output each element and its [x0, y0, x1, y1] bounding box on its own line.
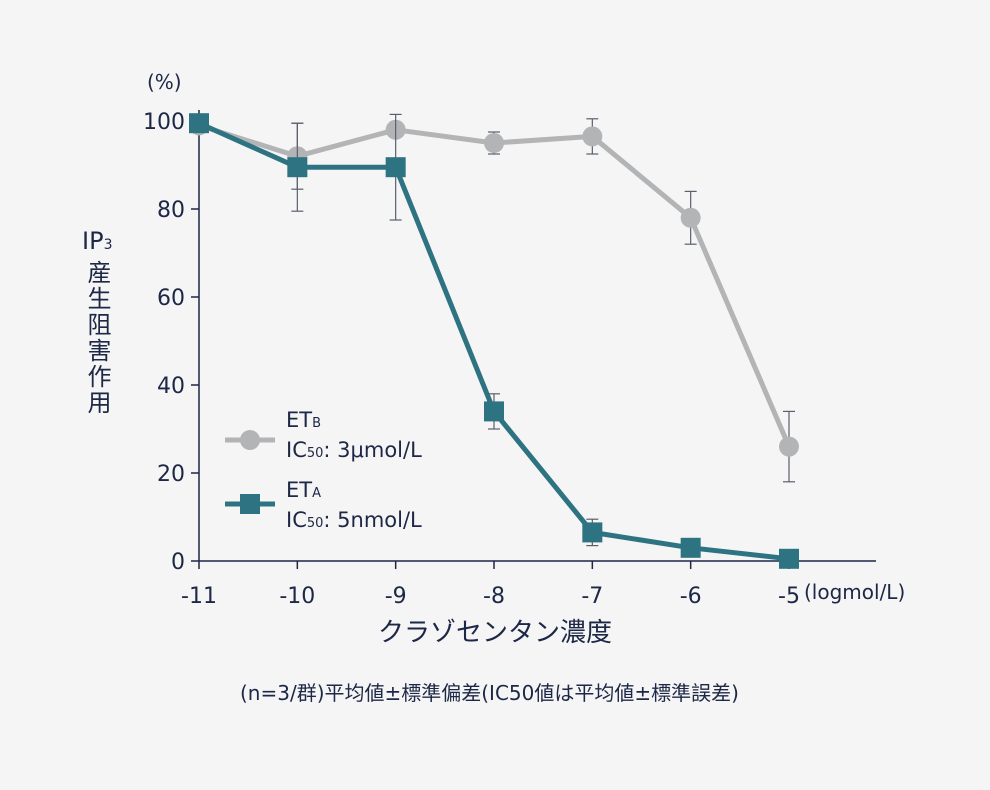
data-point-eta	[484, 401, 504, 422]
data-point-eta	[779, 548, 799, 569]
axes: 0 20 40 60 80 100 -11 -10 -9 -8 -7 -6 -5	[143, 110, 876, 609]
legend-eta-name: ET	[286, 478, 313, 502]
y-axis-label-sub: 3	[103, 237, 113, 253]
x-tick-label: -7	[581, 584, 603, 609]
legend-etb-marker	[240, 430, 260, 450]
legend-eta-marker	[240, 494, 260, 514]
footnote: (n=3/群)平均値±標準偏差(IC50値は平均値±標準誤差)	[240, 681, 739, 705]
data-point-eta	[385, 157, 406, 178]
legend-eta-ic50-prefix: IC	[286, 508, 307, 532]
x-tick-label: -9	[385, 584, 407, 609]
legend	[225, 430, 275, 514]
legend-etb-text: ETB IC50: 3μmol/L	[286, 407, 422, 467]
legend-etb-name: ET	[286, 408, 313, 432]
y-tick-label: 100	[143, 110, 185, 135]
data-point-etb	[582, 126, 603, 147]
legend-eta-ic50-value: : 5nmol/L	[323, 508, 422, 532]
legend-eta-name-sub: A	[312, 486, 322, 501]
data-point-eta	[287, 157, 308, 178]
data-point-etb	[484, 133, 504, 153]
x-axis-label: クラゾセンタン濃度	[377, 618, 612, 648]
x-tick-label: -8	[483, 584, 505, 609]
legend-etb-ic50-prefix: IC	[286, 438, 307, 462]
y-tick-label: 20	[157, 462, 185, 487]
x-tick-label: -6	[680, 584, 702, 609]
data-point-eta	[680, 537, 701, 558]
y-tick-label: 80	[157, 198, 185, 223]
x-tick-label: -10	[279, 584, 315, 609]
data-point-eta	[582, 522, 603, 543]
legend-etb-ic50-value: : 3μmol/L	[323, 438, 422, 462]
y-tick-label: 0	[171, 550, 185, 575]
y-axis-label: IP3 産生阻害作用	[82, 226, 122, 416]
data-point-etb	[680, 207, 701, 228]
series-eta	[189, 113, 799, 569]
y-axis-label-main: IP	[82, 227, 104, 255]
legend-etb-name-sub: B	[312, 416, 322, 431]
y-tick-label: 60	[157, 286, 185, 311]
legend-eta-text: ETA IC50: 5nmol/L	[286, 477, 422, 537]
y-axis-label-rest: 産生阻害作用	[83, 260, 111, 416]
legend-eta-ic50-sub: 50	[306, 516, 324, 531]
x-tick-label: -5	[778, 584, 800, 609]
legend-etb-ic50-sub: 50	[306, 446, 324, 461]
data-point-etb	[779, 436, 799, 457]
data-point-eta	[189, 113, 209, 134]
x-tick-label: -11	[181, 584, 217, 609]
y-tick-label: 40	[157, 374, 185, 399]
x-unit: (logmol/L)	[804, 580, 906, 604]
y-unit: (%)	[147, 70, 182, 94]
